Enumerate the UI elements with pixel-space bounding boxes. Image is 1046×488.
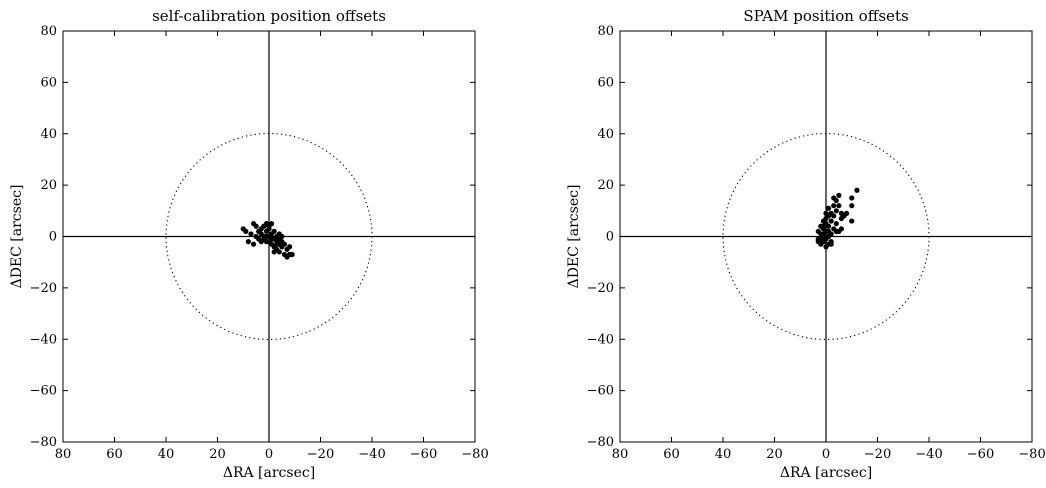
x-tick-label: 20 bbox=[766, 447, 783, 462]
data-point bbox=[815, 239, 821, 245]
data-point bbox=[825, 205, 832, 211]
y-tick-label: 0 bbox=[606, 230, 614, 245]
data-point bbox=[831, 203, 837, 209]
y-tick-label: −80 bbox=[30, 435, 57, 450]
y-tick-label: 60 bbox=[597, 75, 614, 90]
data-point bbox=[274, 241, 280, 247]
x-tick-label: −60 bbox=[967, 447, 994, 462]
data-point bbox=[276, 249, 282, 255]
x-tick-label: 20 bbox=[209, 447, 226, 462]
data-point bbox=[833, 221, 839, 227]
data-point bbox=[248, 231, 254, 237]
y-axis-label: ΔDEC [arcsec] bbox=[566, 185, 582, 289]
x-tick-label: 40 bbox=[158, 447, 175, 462]
chart-title: self-calibration position offsets bbox=[152, 7, 386, 25]
data-point bbox=[831, 195, 837, 201]
y-tick-label: 40 bbox=[40, 127, 57, 142]
y-tick-label: 40 bbox=[597, 127, 614, 142]
data-point bbox=[815, 228, 821, 234]
data-point bbox=[281, 241, 288, 247]
x-tick-label: −60 bbox=[410, 447, 437, 462]
data-point bbox=[250, 241, 257, 247]
data-point bbox=[836, 203, 842, 209]
data-point bbox=[833, 228, 839, 234]
x-tick-label: 0 bbox=[822, 447, 830, 462]
x-tick-label: −40 bbox=[915, 447, 942, 462]
x-tick-label: −40 bbox=[358, 447, 385, 462]
x-tick-label: −80 bbox=[461, 447, 488, 462]
x-tick-label: 60 bbox=[106, 447, 123, 462]
y-tick-label: 20 bbox=[597, 178, 614, 193]
y-tick-label: −20 bbox=[587, 281, 614, 296]
data-point bbox=[825, 228, 832, 234]
data-point bbox=[838, 215, 845, 222]
data-point bbox=[849, 218, 855, 224]
y-tick-label: 20 bbox=[40, 178, 57, 193]
y-tick-label: −40 bbox=[587, 332, 614, 347]
data-point bbox=[271, 228, 277, 234]
data-point bbox=[828, 241, 834, 247]
x-tick-label: −20 bbox=[307, 447, 334, 462]
self-calibration-panel: self-calibration position offsets 80 60 40 2… bbox=[9, 7, 489, 481]
data-point bbox=[820, 231, 827, 237]
x-axis-label: ΔRA [arcsec] bbox=[780, 465, 872, 481]
y-tick-label: −40 bbox=[30, 332, 57, 347]
data-point bbox=[263, 233, 270, 240]
data-point bbox=[271, 249, 277, 255]
data-point bbox=[243, 228, 249, 234]
data-point bbox=[268, 236, 275, 242]
x-axis-label: ΔRA [arcsec] bbox=[223, 465, 315, 481]
data-point bbox=[836, 192, 842, 198]
x-tick-label: −80 bbox=[1018, 447, 1045, 462]
x-tick-label: −20 bbox=[864, 447, 891, 462]
y-tick-label: −60 bbox=[30, 384, 57, 399]
x-tick-label: 0 bbox=[265, 447, 273, 462]
data-point bbox=[820, 218, 827, 224]
reference-circle bbox=[722, 132, 930, 341]
x-tick-label: 80 bbox=[612, 447, 629, 462]
data-point bbox=[849, 195, 855, 201]
y-tick-label: 0 bbox=[49, 230, 57, 245]
y-tick-label: −60 bbox=[587, 384, 614, 399]
reference-circle bbox=[165, 132, 373, 341]
y-tick-label: 60 bbox=[40, 75, 57, 90]
data-point bbox=[287, 244, 293, 250]
x-tick-label: 60 bbox=[663, 447, 680, 462]
chart-title: SPAM position offsets bbox=[743, 7, 908, 25]
x-tick-label: 40 bbox=[715, 447, 732, 462]
data-point bbox=[268, 221, 275, 227]
y-tick-label: 80 bbox=[40, 24, 57, 39]
y-axis-label: ΔDEC [arcsec] bbox=[9, 185, 25, 289]
y-tick-label: −20 bbox=[30, 281, 57, 296]
data-point bbox=[838, 210, 845, 216]
data-point bbox=[253, 223, 259, 229]
data-point bbox=[279, 233, 285, 240]
data-point bbox=[833, 208, 839, 214]
data-point bbox=[820, 223, 827, 229]
data-point bbox=[823, 244, 829, 250]
data-point bbox=[245, 239, 251, 245]
data-point bbox=[854, 187, 860, 193]
x-tick-label: 80 bbox=[55, 447, 72, 462]
y-tick-label: 80 bbox=[597, 24, 614, 39]
data-point bbox=[289, 251, 295, 258]
data-point bbox=[828, 218, 834, 224]
y-tick-label: −80 bbox=[587, 435, 614, 450]
data-point bbox=[823, 210, 829, 216]
spam-panel: SPAM position offsets 80 60 40 20 0 −20 −40 −60 −… bbox=[566, 7, 1046, 481]
data-point bbox=[849, 203, 855, 209]
